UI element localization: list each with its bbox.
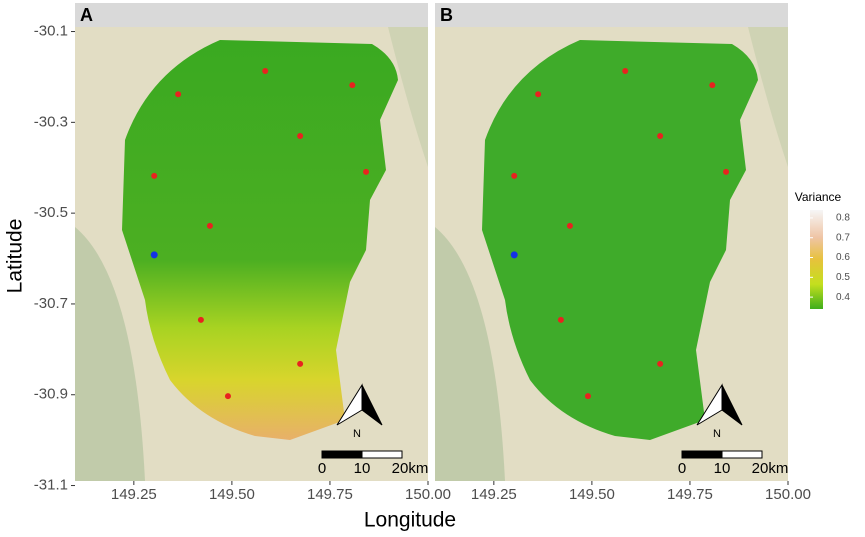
legend-tick-label: 0.7 [836, 232, 850, 243]
site [535, 91, 542, 98]
x-tick-label: 150.00 [405, 486, 451, 503]
site [511, 172, 518, 179]
y-tick-label: -30.1 [34, 23, 68, 40]
site [363, 168, 370, 175]
site [622, 68, 629, 75]
basemap-relief [75, 227, 145, 481]
scale-label: 10 [714, 460, 731, 477]
site [657, 360, 664, 367]
site [197, 316, 204, 323]
strip [435, 3, 788, 27]
x-tick-label: 149.50 [209, 486, 255, 503]
scale-bar [321, 450, 363, 459]
y-axis-title: Latitude [4, 219, 27, 294]
site [151, 172, 158, 179]
site [297, 360, 304, 367]
strip [75, 3, 428, 27]
legend-tick-label: 0.5 [836, 272, 850, 283]
basemap-relief [748, 27, 788, 167]
site [349, 82, 356, 89]
scale-bar [721, 450, 763, 459]
y-tick-label: -30.5 [34, 204, 68, 221]
x-tick-label: 150.00 [765, 486, 811, 503]
legend-title: Variance [795, 190, 842, 204]
scale-bar [681, 450, 723, 459]
site [224, 393, 231, 400]
site [709, 82, 716, 89]
site [566, 222, 573, 229]
legend-colorbar [810, 210, 823, 309]
panel: A 149.25 149.50 149.75 150.00 -30.1 -30.3 -30.5… [34, 3, 451, 503]
legend-tick-label: 0.4 [836, 292, 850, 303]
north-label: N [713, 428, 721, 440]
reference-site [510, 251, 518, 259]
site [262, 68, 269, 75]
panel-label: B [440, 5, 453, 25]
site [175, 91, 182, 98]
site [723, 168, 730, 175]
scale-bar [361, 450, 403, 459]
scale-label: 20km [752, 460, 789, 477]
site [584, 393, 591, 400]
reference-site [150, 251, 158, 259]
legend-tick-label: 0.8 [836, 213, 850, 224]
scale-label: 10 [354, 460, 371, 477]
site [557, 316, 564, 323]
x-tick-label: 149.75 [667, 486, 713, 503]
scale-label: 20km [392, 460, 429, 477]
variance-surface [122, 40, 398, 440]
site [206, 222, 213, 229]
basemap-relief [435, 227, 505, 481]
site [657, 132, 664, 139]
scale-label: 0 [678, 460, 686, 477]
panels: A 149.25 149.50 149.75 150.00 -30.1 -30.3 -30.5… [34, 3, 811, 503]
y-tick-label: -30.3 [34, 113, 68, 130]
y-tick-label: -30.9 [34, 386, 68, 403]
variance-surface [482, 40, 758, 440]
y-tick-label: -30.7 [34, 295, 68, 312]
north-arrow [361, 384, 383, 426]
x-tick-label: 149.25 [111, 486, 157, 503]
legend-tick-label: 0.6 [836, 252, 850, 263]
x-tick-label: 149.75 [307, 486, 353, 503]
north-arrow [721, 384, 743, 426]
x-tick-label: 149.25 [471, 486, 517, 503]
panel-label: A [80, 5, 93, 25]
scale-label: 0 [318, 460, 326, 477]
x-axis-title: Longitude [364, 509, 456, 532]
basemap-relief [388, 27, 428, 167]
panel: B 149.25 149.50 149.75 150.00 N 0 10 20km [435, 3, 811, 503]
x-tick-label: 149.50 [569, 486, 615, 503]
north-label: N [353, 428, 361, 440]
y-tick-label: -31.1 [34, 477, 68, 494]
site [297, 132, 304, 139]
